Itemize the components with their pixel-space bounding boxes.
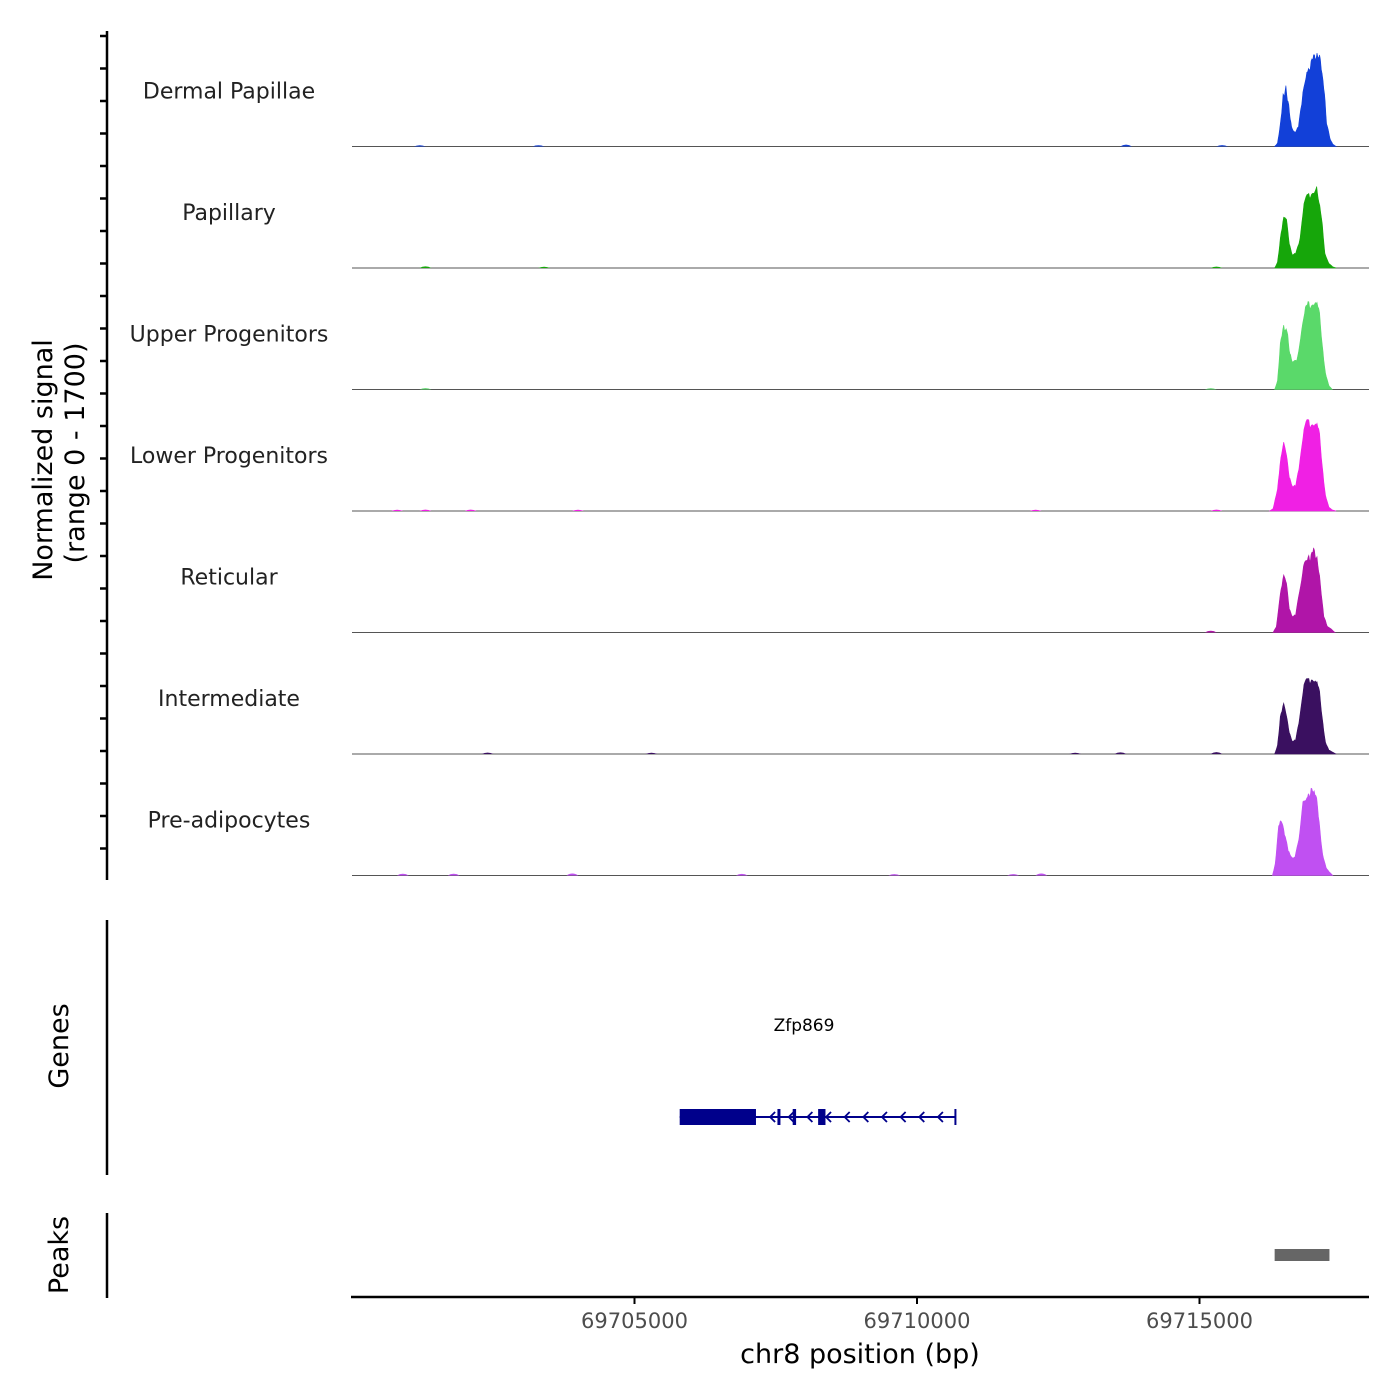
x-tick-label: 69710000 [864, 1309, 971, 1333]
track-label: Lower Progenitors [130, 444, 328, 469]
signal-peak [1274, 677, 1337, 755]
track-label: Reticular [180, 566, 278, 591]
signal-peak [1274, 186, 1337, 269]
signal-bump [396, 873, 409, 876]
track-upper-progenitors: Upper Progenitors [130, 301, 1369, 390]
track-label: Pre-adipocytes [148, 809, 311, 834]
strand-arrow [824, 1111, 832, 1123]
signal-bump [419, 509, 432, 511]
gene-exon [777, 1109, 781, 1125]
gene-zfp869: Zfp869 [679, 1016, 957, 1125]
signal-peak [1272, 787, 1334, 876]
strand-arrow [936, 1111, 944, 1123]
peak-track [1274, 1249, 1330, 1261]
track-label: Intermediate [158, 687, 300, 712]
signal-bump [1114, 752, 1127, 754]
signal-bump [645, 752, 658, 754]
signal-peak [1268, 419, 1337, 512]
track-dermal-papillae: Dermal Papillae [143, 53, 1369, 147]
strand-arrow [899, 1111, 907, 1123]
y-axis-range: (range 0 - 1700) [60, 343, 91, 564]
signal-tracks: Dermal Papillae Papillary Upper Progenitor… [130, 53, 1369, 876]
strand-arrow [917, 1111, 925, 1123]
signal-bump [1029, 509, 1042, 511]
strand-arrow [862, 1111, 869, 1123]
x-tick-label: 69715000 [1146, 1309, 1253, 1333]
signal-peak [1272, 547, 1336, 633]
signal-bump [413, 145, 426, 147]
signal-bump [419, 388, 432, 390]
signal-bump [1210, 266, 1223, 268]
signal-bump [1035, 873, 1048, 876]
gene-exon [679, 1109, 756, 1125]
peaks-track-title: Peaks [44, 1216, 75, 1294]
x-axis-title: chr8 position (bp) [740, 1339, 980, 1370]
x-tick-label: 69705000 [581, 1309, 688, 1333]
signal-bump [447, 873, 460, 876]
genes-track-title: Genes [44, 1003, 75, 1088]
gene-exon [818, 1109, 826, 1125]
signal-bump [1210, 752, 1223, 754]
y-axis-title: Normalized signal [28, 339, 59, 581]
signal-bump [1069, 752, 1082, 754]
signal-bump [464, 509, 477, 511]
signal-bump [419, 266, 432, 268]
signal-bump [1204, 630, 1217, 633]
signal-bump [532, 145, 545, 147]
signal-bump [1204, 388, 1217, 390]
signal-bump [1216, 145, 1229, 147]
track-reticular: Reticular [180, 547, 1369, 633]
signal-bump [1007, 874, 1020, 876]
signal-bump [566, 873, 579, 876]
track-label: Upper Progenitors [130, 323, 329, 348]
signal-peak [1274, 301, 1333, 390]
track-papillary: Papillary [182, 186, 1369, 269]
signal-bump [1120, 144, 1133, 147]
track-lower-progenitors: Lower Progenitors [130, 419, 1369, 512]
y-axis-ticks [100, 34, 107, 850]
x-axis-ticks: 69705000 69710000 69715000 [581, 1297, 1253, 1333]
signal-peak [1273, 53, 1338, 147]
signal-bump [888, 874, 901, 876]
track-intermediate: Intermediate [158, 677, 1369, 755]
track-pre-adipocytes: Pre-adipocytes [148, 787, 1369, 876]
track-label: Papillary [182, 201, 276, 226]
strand-arrow [787, 1111, 795, 1123]
strand-arrow [768, 1111, 776, 1123]
track-label: Dermal Papillae [143, 80, 315, 105]
gene-label: Zfp869 [774, 1016, 835, 1036]
gene-exon [792, 1109, 797, 1125]
gene-track: Zfp869 [679, 1016, 957, 1125]
strand-arrow [843, 1111, 851, 1123]
signal-bump [735, 873, 748, 876]
signal-bump [572, 509, 584, 511]
peak-region [1274, 1249, 1330, 1261]
strand-arrow [880, 1111, 888, 1123]
signal-bump [538, 266, 551, 268]
strand-arrow [806, 1111, 814, 1123]
signal-bump [391, 509, 404, 511]
signal-bump [1210, 509, 1223, 511]
signal-bump [481, 752, 494, 754]
